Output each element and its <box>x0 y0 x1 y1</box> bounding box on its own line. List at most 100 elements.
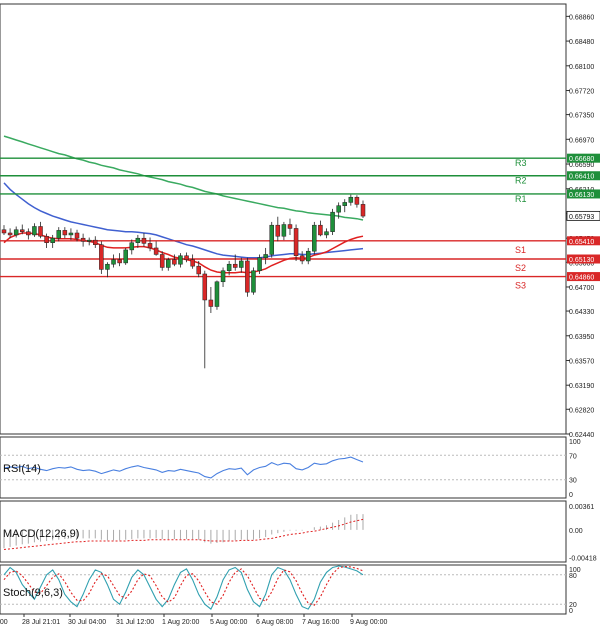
ma-slow-line <box>3 135 364 221</box>
rsi-panel-frame <box>0 436 567 499</box>
candle-body <box>135 237 141 243</box>
y-tick-label: 0.62440 <box>569 432 594 439</box>
level-value-label: 0.66680 <box>569 156 594 163</box>
candle-body <box>220 270 226 283</box>
candle-body <box>68 232 74 236</box>
rsi-y-tick-label: 100 <box>569 439 581 446</box>
candle-body <box>7 232 13 236</box>
macd-y-tick-label: 0.00361 <box>569 504 594 511</box>
price-panel: 0.68860 0.68480 0.68100 0.67720 0.67350 0.669… <box>0 3 600 439</box>
candle-body <box>153 247 159 255</box>
y-tick-label: 0.63570 <box>569 358 594 365</box>
level-name-s1: S1 <box>515 245 526 255</box>
level-value-box <box>567 189 600 199</box>
candle-body <box>1 229 7 234</box>
x-tick-label: 9 Aug 00:00 <box>350 619 387 626</box>
candle-body <box>80 237 86 242</box>
candle-body <box>26 231 31 236</box>
candle-body <box>196 265 201 275</box>
candle-body <box>342 202 347 206</box>
level-value-box <box>567 236 600 246</box>
candle-body <box>324 231 329 236</box>
candle-body <box>251 270 256 293</box>
level-value-label: 0.66130 <box>569 192 594 199</box>
candle-body <box>38 226 43 237</box>
stoch-y-tick-label: 20 <box>569 602 577 609</box>
candle-body <box>312 224 317 252</box>
x-tick-label: 28 Jul 21:01 <box>22 619 60 626</box>
level-name-s3: S3 <box>515 281 526 291</box>
rsi-y-tick-label: 0 <box>569 492 573 499</box>
candle-body <box>190 259 195 267</box>
candle-body <box>287 224 293 229</box>
stoch-label: Stoch(9,6,3) <box>3 587 63 599</box>
stoch-d-line <box>3 565 364 606</box>
candle-body <box>330 211 335 232</box>
current-price-label: 0.65793 <box>569 214 594 221</box>
candle-body <box>269 224 274 255</box>
stoch-y-tick-label: 80 <box>569 573 577 580</box>
candle-body <box>257 257 262 271</box>
x-tick-label: 6:00 <box>0 619 8 626</box>
candle-body <box>354 196 360 205</box>
candle-body <box>105 263 110 270</box>
rsi-y-tick-label: 70 <box>569 453 577 460</box>
candle-body <box>141 237 147 244</box>
y-tick-label: 0.64330 <box>569 309 594 316</box>
candle-body <box>129 242 135 251</box>
macd-panel: 0.00361 0.00 -0.00418 MACD(12,26,9) <box>0 500 597 563</box>
level-name-s2: S2 <box>515 263 526 273</box>
x-tick-label: 1 Aug 20:00 <box>162 619 199 626</box>
candle-body <box>13 229 19 236</box>
candle-body <box>299 255 305 262</box>
y-tick-label: 0.68480 <box>569 39 594 46</box>
candle-body <box>117 259 122 264</box>
candle-body <box>318 224 323 236</box>
macd-label: MACD(12,26,9) <box>3 528 79 540</box>
level-value-box <box>567 171 600 181</box>
candle-body <box>99 244 104 270</box>
macd-y-tick-label: 0.00 <box>569 528 583 535</box>
candle-body <box>123 249 128 264</box>
level-value-label: 0.65410 <box>569 239 594 246</box>
candle-body <box>20 229 25 232</box>
x-tick-label: 5 Aug 00:00 <box>210 619 247 626</box>
candle-body <box>74 232 80 239</box>
candle-body <box>147 243 153 249</box>
candle-body <box>245 260 250 293</box>
stoch-y-tick-label: 0 <box>569 608 573 615</box>
candle-body <box>62 230 68 236</box>
candle-body <box>208 299 214 307</box>
candle-body <box>178 255 183 265</box>
x-tick-label: 31 Jul 12:00 <box>116 619 154 626</box>
level-value-label: 0.64860 <box>569 275 594 282</box>
macd-y-tick-label: -0.00418 <box>569 555 597 562</box>
candle-body <box>232 263 238 268</box>
level-value-box <box>567 153 600 163</box>
stoch-k-line <box>3 565 364 610</box>
y-tick-label: 0.68100 <box>569 64 594 71</box>
y-tick-label: 0.63190 <box>569 383 594 390</box>
candle-body <box>184 255 189 260</box>
level-value-label: 0.66410 <box>569 174 594 181</box>
candle-body <box>44 235 49 243</box>
candle-body <box>32 226 37 236</box>
candle-body <box>93 239 98 245</box>
level-value-box <box>567 272 600 282</box>
y-tick-label: 0.64700 <box>569 285 594 292</box>
current-price-box <box>566 210 600 221</box>
candle-body <box>159 254 165 268</box>
ma-mid-line <box>3 182 364 259</box>
candle-body <box>239 260 244 268</box>
y-tick-label: 0.65080 <box>569 260 594 267</box>
candle-body <box>281 224 287 237</box>
rsi-label: RSI(14) <box>3 463 41 475</box>
candle-body <box>56 230 62 239</box>
candle-body <box>226 263 232 271</box>
level-value-box <box>567 254 600 264</box>
level-name-r3: R3 <box>515 158 527 168</box>
candle-body <box>293 228 299 257</box>
y-tick-label: 0.67720 <box>569 89 594 96</box>
